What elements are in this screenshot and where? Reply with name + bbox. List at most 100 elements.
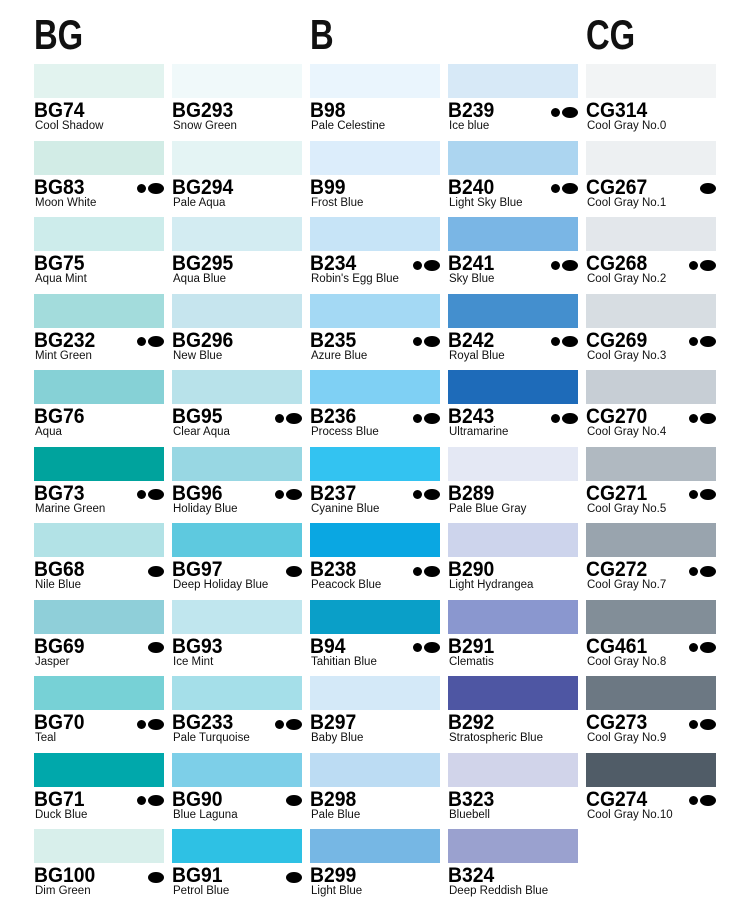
color-code: BG71: [34, 787, 85, 811]
small-dot-icon: [551, 413, 560, 423]
color-code: B234: [310, 252, 357, 275]
color-name: Frost Blue: [311, 196, 364, 209]
nib-type-icons: [551, 412, 578, 424]
color-name: Robin's Egg Blue: [311, 273, 399, 285]
color-swatch-card: BG233 Pale Turquoise: [172, 676, 302, 753]
color-swatch-card: BG91 Petrol Blue: [172, 829, 302, 906]
large-oval-icon: [286, 565, 302, 577]
color-swatch-card: BG90 Blue Laguna: [172, 752, 302, 830]
large-oval-icon: [148, 642, 164, 653]
nib-type-icons: [413, 259, 440, 271]
color-swatch: [586, 217, 716, 251]
small-dot-icon: [689, 566, 698, 576]
nib-type-icons: [689, 259, 716, 271]
color-code: B292: [448, 711, 495, 734]
large-oval-icon: [700, 183, 716, 194]
large-oval-icon: [148, 565, 164, 577]
color-name: Aqua Mint: [35, 273, 87, 285]
column-b-1: B98 Pale Celestine B99 Frost Blue B234 Robin'…: [310, 64, 440, 906]
color-code: CG267: [586, 175, 648, 199]
color-name: Azure Blue: [311, 349, 368, 362]
color-code: B243: [448, 405, 495, 428]
color-name: Pale Blue Gray: [449, 502, 527, 515]
large-oval-icon: [148, 795, 164, 806]
small-dot-icon: [551, 184, 560, 193]
color-swatch-card: B240 Light Sky Blue: [448, 140, 578, 218]
color-swatch-card: BG73 Marine Green: [34, 446, 164, 524]
color-name: Dim Green: [35, 885, 91, 897]
color-code: BG90: [172, 787, 223, 811]
large-oval-icon: [286, 871, 302, 883]
color-swatch-card: B242 Royal Blue: [448, 293, 578, 371]
nib-type-icons: [148, 565, 164, 577]
color-name: Petrol Blue: [173, 885, 230, 897]
color-code: B289: [448, 481, 495, 505]
color-swatch: [448, 293, 578, 328]
color-swatch-card: BG75 Aqua Mint: [34, 217, 164, 294]
color-swatch: [34, 446, 164, 481]
large-oval-icon: [148, 718, 164, 730]
small-dot-icon: [275, 413, 284, 423]
color-swatch: [172, 829, 302, 863]
color-swatch: [310, 217, 440, 251]
color-name: Cool Shadow: [35, 120, 104, 132]
color-swatch-card: B323 Bluebell: [448, 752, 578, 830]
color-swatch-card: CG274 Cool Gray No.10: [586, 752, 716, 830]
color-name: Ultramarine: [449, 426, 509, 438]
color-swatch-card: BG232 Mint Green: [34, 293, 164, 371]
large-oval-icon: [424, 642, 440, 653]
small-dot-icon: [551, 260, 560, 270]
color-swatch-card: B239 Ice blue: [448, 64, 578, 141]
color-swatch: [34, 64, 164, 98]
color-code: CG271: [586, 481, 648, 505]
color-code: BG75: [34, 252, 85, 275]
color-swatch: [172, 523, 302, 557]
color-name: Bluebell: [449, 808, 490, 821]
color-swatch: [34, 370, 164, 404]
nib-type-icons: [286, 565, 302, 577]
color-swatch: [310, 446, 440, 481]
color-name: Marine Green: [35, 502, 106, 515]
color-swatch: [448, 64, 578, 98]
color-code: CG273: [586, 711, 648, 734]
color-code: BG74: [34, 99, 85, 122]
color-swatch-card: BG100 Dim Green: [34, 829, 164, 906]
color-code: BG294: [172, 175, 234, 199]
color-code: CG272: [586, 558, 648, 581]
color-code: BG97: [172, 558, 223, 581]
color-swatch: [34, 829, 164, 863]
large-oval-icon: [424, 565, 440, 577]
color-name: Light Hydrangea: [449, 579, 534, 591]
color-swatch: [34, 599, 164, 634]
color-code: B235: [310, 328, 357, 352]
color-name: Cool Gray No.2: [587, 273, 667, 285]
color-swatch-card: B290 Light Hydrangea: [448, 523, 578, 600]
color-swatch-card: BG71 Duck Blue: [34, 752, 164, 830]
color-swatch: [172, 446, 302, 481]
small-dot-icon: [275, 719, 284, 729]
color-name: Teal: [35, 732, 57, 744]
color-swatch-card: B289 Pale Blue Gray: [448, 446, 578, 524]
color-swatch-card: BG295 Aqua Blue: [172, 217, 302, 294]
color-code: B238: [310, 558, 357, 581]
color-code: B291: [448, 634, 495, 658]
color-swatch: [448, 752, 578, 787]
color-code: BG232: [34, 328, 96, 352]
color-swatch: [448, 140, 578, 175]
nib-type-icons: [689, 565, 716, 577]
small-dot-icon: [137, 796, 146, 805]
large-oval-icon: [700, 336, 716, 347]
nib-type-icons: [137, 489, 164, 501]
large-oval-icon: [562, 106, 578, 118]
large-oval-icon: [424, 336, 440, 347]
large-oval-icon: [286, 412, 302, 424]
color-swatch-card: CG269 Cool Gray No.3: [586, 293, 716, 371]
color-swatch-card: CG268 Cool Gray No.2: [586, 217, 716, 294]
nib-type-icons: [137, 336, 164, 348]
color-code: B324: [448, 864, 495, 887]
color-name: Snow Green: [173, 120, 237, 132]
color-name: Moon White: [35, 196, 97, 209]
large-oval-icon: [286, 489, 302, 500]
large-oval-icon: [700, 795, 716, 806]
color-code: CG270: [586, 405, 648, 428]
